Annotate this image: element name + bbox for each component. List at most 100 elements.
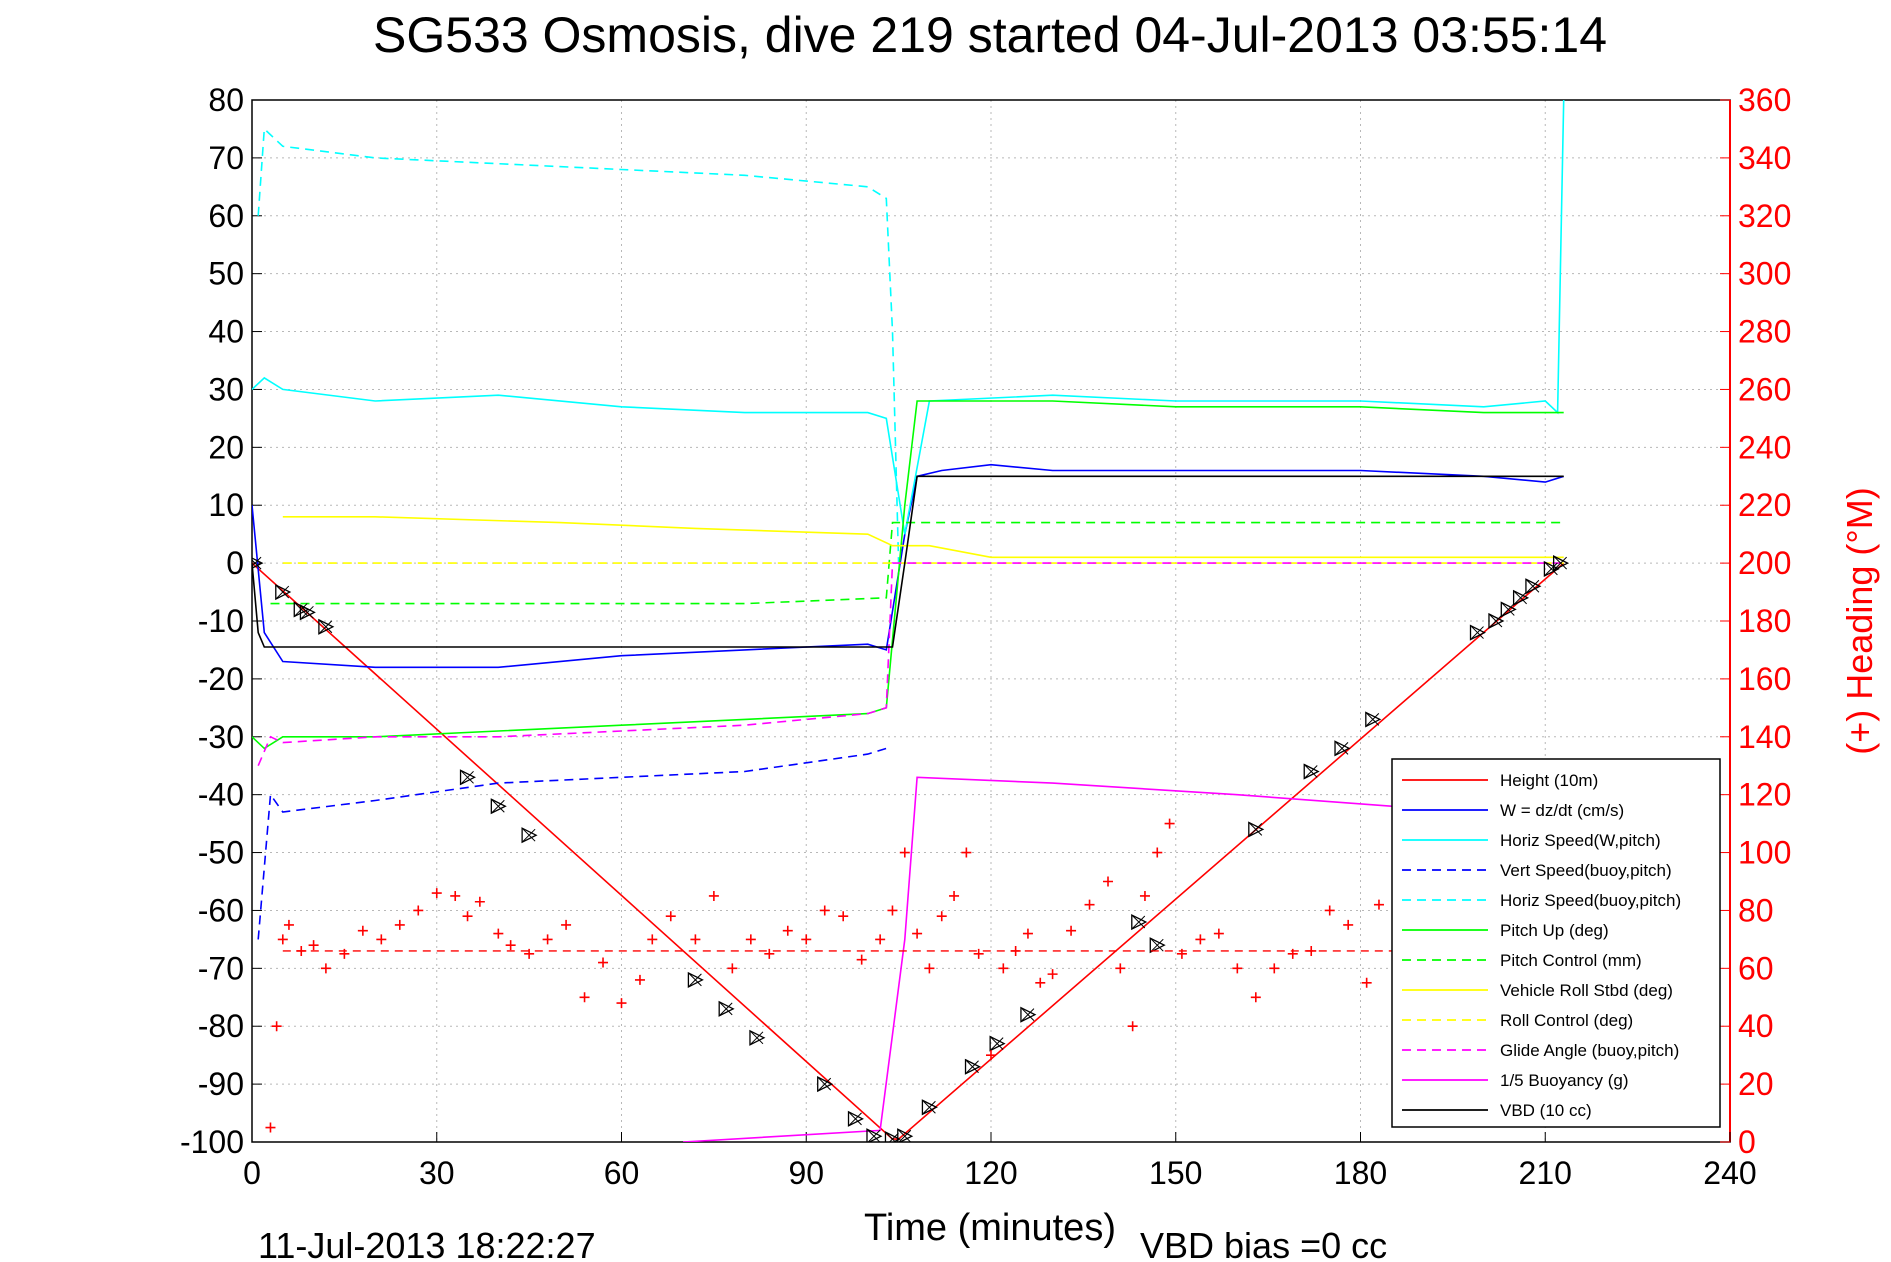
height-marker-triangle bbox=[1248, 821, 1265, 838]
y-tick-label: 80 bbox=[208, 82, 244, 118]
heading-point bbox=[764, 948, 775, 959]
y2-tick-label: 340 bbox=[1738, 140, 1791, 176]
heading-point bbox=[1250, 992, 1261, 1003]
heading-point bbox=[1324, 905, 1335, 916]
heading-point bbox=[887, 905, 898, 916]
y-axis-ticks: 80 70 60 50 40 30 20 10 0 -10 -20 -30 -40 -50 -60 -70 -8… bbox=[180, 82, 262, 1160]
heading-point bbox=[1139, 890, 1150, 901]
heading-point bbox=[961, 847, 972, 858]
x-tick-label: 30 bbox=[419, 1155, 455, 1191]
height-marker-triangle bbox=[1131, 913, 1148, 931]
x-tick-label: 150 bbox=[1149, 1155, 1202, 1191]
height-marker-cross bbox=[252, 556, 262, 570]
heading-point bbox=[394, 919, 405, 930]
height-marker-cross bbox=[1132, 915, 1146, 929]
y2-tick-label: 100 bbox=[1738, 835, 1791, 871]
heading-point bbox=[598, 957, 609, 968]
heading-point bbox=[1232, 963, 1243, 974]
series-line-9 bbox=[257, 562, 1564, 767]
legend-label-3: Vert Speed(buoy,pitch) bbox=[1500, 861, 1672, 880]
x-tick-label: 90 bbox=[788, 1155, 824, 1191]
heading-point bbox=[875, 934, 886, 945]
y-tick-label: -70 bbox=[198, 950, 244, 986]
height-marker-triangle bbox=[1365, 711, 1382, 728]
y-tick-label: 70 bbox=[208, 140, 244, 176]
y2-tick-label: 240 bbox=[1738, 429, 1791, 465]
height-marker-triangle bbox=[459, 769, 476, 786]
heading-point bbox=[1103, 876, 1114, 887]
y-tick-label: 40 bbox=[208, 314, 244, 350]
heading-point bbox=[1066, 925, 1077, 936]
height-marker-triangle bbox=[866, 1128, 883, 1142]
heading-point bbox=[277, 934, 288, 945]
heading-point bbox=[1164, 818, 1175, 829]
legend-label-1: W = dz/dt (cm/s) bbox=[1500, 801, 1624, 820]
height-marker-cross bbox=[1514, 591, 1527, 605]
y2-axis-label: (+) Heading (°M) bbox=[1839, 487, 1880, 754]
series-line-6 bbox=[270, 521, 1564, 605]
height-marker-cross bbox=[886, 1132, 899, 1142]
height-marker-cross bbox=[319, 620, 333, 634]
height-marker-triangle bbox=[1020, 1006, 1037, 1023]
height-marker-cross bbox=[966, 1060, 979, 1074]
heading-point bbox=[1115, 963, 1126, 974]
heading-point bbox=[431, 888, 442, 899]
height-marker-triangle bbox=[884, 1131, 901, 1142]
series-layer bbox=[252, 100, 1570, 1142]
legend-label-0: Height (10m) bbox=[1500, 771, 1598, 790]
y2-tick-label: 140 bbox=[1738, 719, 1791, 755]
height-marker-cross bbox=[1489, 614, 1503, 628]
y-tick-label: -80 bbox=[198, 1008, 244, 1044]
height-marker-cross bbox=[276, 585, 290, 599]
height-marker-triangle bbox=[318, 618, 335, 635]
heading-point bbox=[271, 1021, 282, 1032]
heading-point bbox=[1047, 969, 1058, 980]
legend-label-4: Horiz Speed(buoy,pitch) bbox=[1500, 891, 1681, 910]
legend-label-2: Horiz Speed(W,pitch) bbox=[1500, 831, 1661, 850]
height-marker-cross bbox=[867, 1129, 881, 1142]
heading-point bbox=[616, 998, 627, 1009]
height-marker-triangle bbox=[1303, 763, 1320, 780]
height-marker-triangle bbox=[1525, 578, 1542, 595]
heading-point bbox=[647, 934, 658, 945]
heading-point bbox=[924, 963, 935, 974]
heading-point bbox=[1035, 977, 1046, 988]
heading-point bbox=[493, 928, 504, 939]
y-tick-label: 30 bbox=[208, 371, 244, 407]
legend-box bbox=[1391, 758, 1721, 1128]
height-marker-triangle bbox=[847, 1110, 864, 1127]
height-marker-cross bbox=[849, 1112, 862, 1126]
y2-tick-label: 160 bbox=[1738, 661, 1791, 697]
series-line-2 bbox=[252, 100, 1565, 535]
heading-point bbox=[376, 934, 387, 945]
height-marker-cross bbox=[1150, 938, 1164, 952]
legend-label-10: 1/5 Buoyancy (g) bbox=[1500, 1071, 1629, 1090]
heading-point bbox=[936, 911, 947, 922]
heading-point bbox=[801, 934, 812, 945]
y-tick-label: 10 bbox=[208, 487, 244, 523]
heading-point bbox=[745, 934, 756, 945]
heading-point bbox=[1373, 899, 1384, 910]
series-line-5 bbox=[252, 400, 1564, 750]
legend-label-11: VBD (10 cc) bbox=[1500, 1101, 1592, 1120]
series-line-7 bbox=[282, 515, 1564, 559]
height-marker-triangle bbox=[897, 1128, 914, 1142]
height-marker-cross bbox=[1501, 603, 1515, 616]
x-axis-ticks: 0 30 60 90 120 150 180 210 240 bbox=[243, 1132, 1757, 1191]
y2-tick-label: 300 bbox=[1738, 256, 1791, 292]
y-tick-label: -50 bbox=[198, 835, 244, 871]
height-marker-triangle bbox=[1469, 624, 1486, 641]
heading-point bbox=[1361, 977, 1372, 988]
legend-label-7: Vehicle Roll Stbd (deg) bbox=[1500, 981, 1673, 1000]
heading-point bbox=[973, 948, 984, 959]
height-marker-triangle bbox=[964, 1058, 981, 1075]
footer-timestamp: 11-Jul-2013 18:22:27 bbox=[258, 1225, 596, 1262]
heading-point bbox=[1084, 899, 1095, 910]
y-tick-label: -10 bbox=[198, 603, 244, 639]
vbd-bias-label: VBD bias =0 cc bbox=[1140, 1225, 1387, 1262]
height-marker-triangle bbox=[252, 557, 264, 569]
height-marker-cross bbox=[1366, 713, 1380, 726]
y-tick-label: -60 bbox=[198, 892, 244, 928]
x-tick-label: 60 bbox=[604, 1155, 640, 1191]
